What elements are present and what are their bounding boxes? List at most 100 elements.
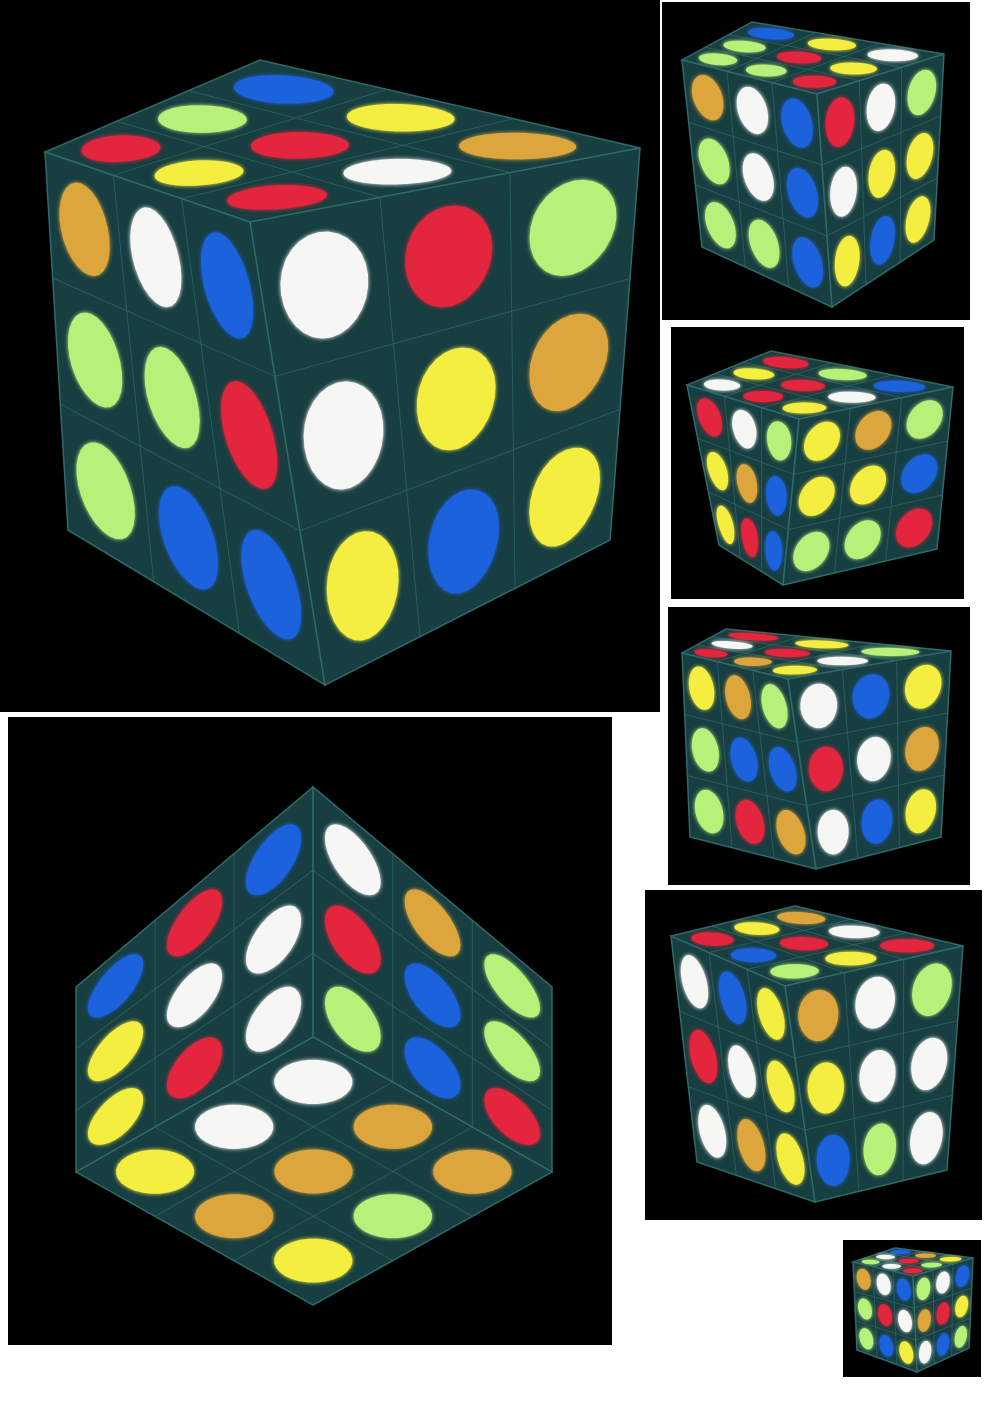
cubie-seam xyxy=(717,635,802,663)
red-dot xyxy=(741,518,759,558)
cubie-seam xyxy=(684,713,798,743)
red-dot xyxy=(691,932,734,946)
blue-dot xyxy=(766,476,787,516)
cube-photo-small-3 xyxy=(668,607,970,885)
cubie-seam xyxy=(708,918,852,954)
blue-dot xyxy=(428,489,499,594)
blue-dot xyxy=(768,746,797,792)
cubie-seam xyxy=(761,374,893,409)
yellow-dot xyxy=(716,505,735,545)
white-dot xyxy=(728,1045,756,1098)
cubie-seam xyxy=(746,969,777,1189)
orange-dot xyxy=(905,727,939,771)
green-dot xyxy=(698,138,730,185)
cubie-seam xyxy=(509,172,516,589)
blue-dot xyxy=(747,27,795,40)
cubie-seam xyxy=(797,712,948,743)
cubie-seam xyxy=(826,177,938,237)
cubie-seam xyxy=(841,669,859,859)
cubie-seam xyxy=(742,361,902,399)
red-dot xyxy=(166,1037,223,1099)
yellow-dot xyxy=(905,196,931,243)
white-dot xyxy=(830,166,857,217)
blue-dot xyxy=(765,531,783,571)
white-dot xyxy=(343,158,452,185)
red-dot xyxy=(405,205,493,308)
red-dot xyxy=(697,398,722,437)
cubie-seam xyxy=(726,32,817,72)
green-dot xyxy=(954,1325,967,1348)
red-dot xyxy=(728,632,779,641)
blue-dot xyxy=(890,1250,911,1255)
cubie-seam xyxy=(771,42,881,84)
white-dot xyxy=(911,1037,948,1091)
green-dot xyxy=(698,53,738,66)
blue-dot xyxy=(955,1265,970,1287)
cubie-seam xyxy=(312,869,553,1050)
yellow-dot xyxy=(87,1088,144,1145)
cubie-seam xyxy=(899,67,903,263)
yellow-dot xyxy=(757,987,785,1040)
orange-dot xyxy=(776,809,806,855)
white-dot xyxy=(245,905,302,974)
yellow-dot xyxy=(346,103,455,132)
green-dot xyxy=(745,64,787,77)
blue-dot xyxy=(87,954,144,1018)
cubie-seam xyxy=(804,1094,953,1131)
red-dot xyxy=(227,185,328,210)
white-dot xyxy=(855,976,895,1029)
red-dot xyxy=(81,135,161,163)
orange-dot xyxy=(737,1118,766,1172)
cubie-seam xyxy=(885,397,903,562)
white-dot xyxy=(919,1340,932,1364)
yellow-dot xyxy=(804,421,840,461)
red-dot xyxy=(743,391,784,402)
cubie-seam xyxy=(752,670,775,859)
white-dot xyxy=(742,153,774,201)
cubie-seam xyxy=(753,915,904,960)
cubie-seam xyxy=(821,115,941,166)
orange-dot xyxy=(195,1194,274,1239)
green-dot xyxy=(158,105,247,133)
upper-right-face xyxy=(312,785,553,1174)
cubie-seam xyxy=(892,1254,948,1272)
blue-dot xyxy=(879,1334,894,1357)
green-dot xyxy=(861,1259,880,1265)
green-dot xyxy=(694,789,724,834)
upper-left-face xyxy=(75,785,314,1174)
red-dot xyxy=(878,1304,892,1326)
blue-dot xyxy=(730,948,777,963)
white-dot xyxy=(876,1254,896,1260)
white-dot xyxy=(324,824,381,896)
orange-dot xyxy=(856,1268,871,1290)
white-dot xyxy=(303,381,384,490)
blue-dot xyxy=(816,1134,850,1186)
cube-photo-small-2 xyxy=(671,327,964,599)
cubie-seam xyxy=(696,644,843,671)
cubie-seam xyxy=(112,175,155,582)
cubie-seam xyxy=(312,953,553,1111)
red-dot xyxy=(776,51,822,64)
cubie-seam xyxy=(181,118,514,200)
cubie-seam xyxy=(688,121,823,166)
cubie-seam xyxy=(771,82,790,288)
white-dot xyxy=(936,1271,950,1294)
small-cube-view-2-svg xyxy=(684,350,954,587)
left-face xyxy=(681,59,833,309)
blue-dot xyxy=(861,799,893,844)
green-dot xyxy=(68,312,123,408)
green-dot xyxy=(844,520,881,560)
yellow-dot xyxy=(274,1238,353,1283)
yellow-dot xyxy=(955,1295,969,1318)
cubie-seam xyxy=(154,1126,393,1262)
left-face xyxy=(670,934,816,1204)
cubie-seam xyxy=(697,437,794,475)
left-face xyxy=(44,150,326,687)
orange-dot xyxy=(59,182,110,277)
white-dot xyxy=(711,641,753,649)
green-dot xyxy=(484,954,540,1018)
cubie-seam xyxy=(687,775,807,807)
red-dot xyxy=(880,939,935,953)
yellow-dot xyxy=(825,951,877,966)
white-dot xyxy=(736,86,769,135)
